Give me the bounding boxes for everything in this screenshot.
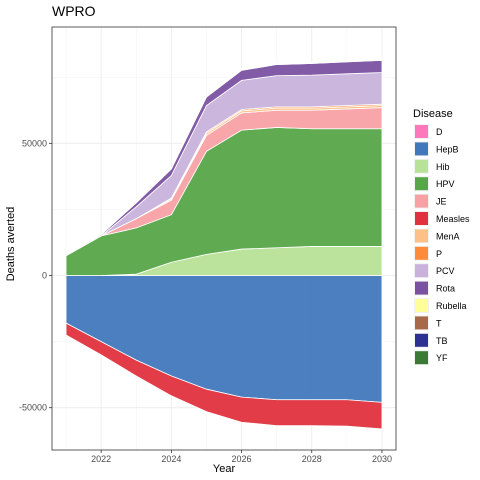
legend-label-mena: MenA <box>436 231 460 241</box>
legend-title: Disease <box>413 108 453 120</box>
legend-label-pcv: PCV <box>436 266 455 276</box>
legend-label-hpv: HPV <box>436 179 455 189</box>
y-tick-label: -50000 <box>19 403 47 413</box>
legend-label-rubella: Rubella <box>436 301 467 311</box>
x-tick-label: 2026 <box>232 454 252 464</box>
legend-label-measles: Measles <box>436 214 470 224</box>
legend-label-d: D <box>436 127 443 137</box>
x-tick-label: 2028 <box>302 454 322 464</box>
legend-swatch-pcv <box>415 264 428 278</box>
legend-swatch-yf <box>415 351 428 365</box>
area-measles <box>65 322 383 430</box>
legend-swatch-t <box>415 316 428 330</box>
plot-panel <box>51 26 397 451</box>
legend-label-yf: YF <box>436 353 448 363</box>
legend: Disease D HepB Hib HPV JE Measles MenA P PCV Rota… <box>413 108 470 366</box>
legend-swatch-je <box>415 194 428 208</box>
area-yf <box>65 58 382 257</box>
y-tick-label: 0 <box>42 271 47 281</box>
y-axis: -50000 0 50000 <box>19 138 52 413</box>
legend-label-tb: TB <box>436 336 448 346</box>
legend-label-rota: Rota <box>436 284 455 294</box>
legend-swatch-measles <box>415 212 428 225</box>
legend-swatch-hpv <box>415 177 428 191</box>
legend-label-hepb: HepB <box>436 144 459 154</box>
x-tick-label: 2022 <box>91 454 111 464</box>
legend-label-je: JE <box>436 197 447 207</box>
legend-swatch-rubella <box>415 299 428 312</box>
legend-label-t: T <box>436 318 442 328</box>
legend-swatch-mena <box>415 229 428 243</box>
x-axis: 2022 2024 2026 2028 2030 <box>91 450 392 464</box>
x-tick-label: 2024 <box>161 454 181 464</box>
legend-swatch-p <box>415 246 428 260</box>
legend-label-hib: Hib <box>436 162 450 172</box>
y-tick-label: 50000 <box>22 138 47 148</box>
legend-swatch-hepb <box>415 142 428 156</box>
legend-swatch-hib <box>415 159 428 173</box>
x-tick-label: 2030 <box>372 454 392 464</box>
legend-label-p: P <box>436 249 442 259</box>
legend-swatch-tb <box>415 333 428 347</box>
y-axis-title: Deaths averted <box>5 207 17 282</box>
chart-title: WPRO <box>52 3 96 19</box>
legend-swatch-rota <box>415 281 428 295</box>
legend-swatch-d <box>415 125 428 138</box>
x-axis-title: Year <box>213 463 236 475</box>
